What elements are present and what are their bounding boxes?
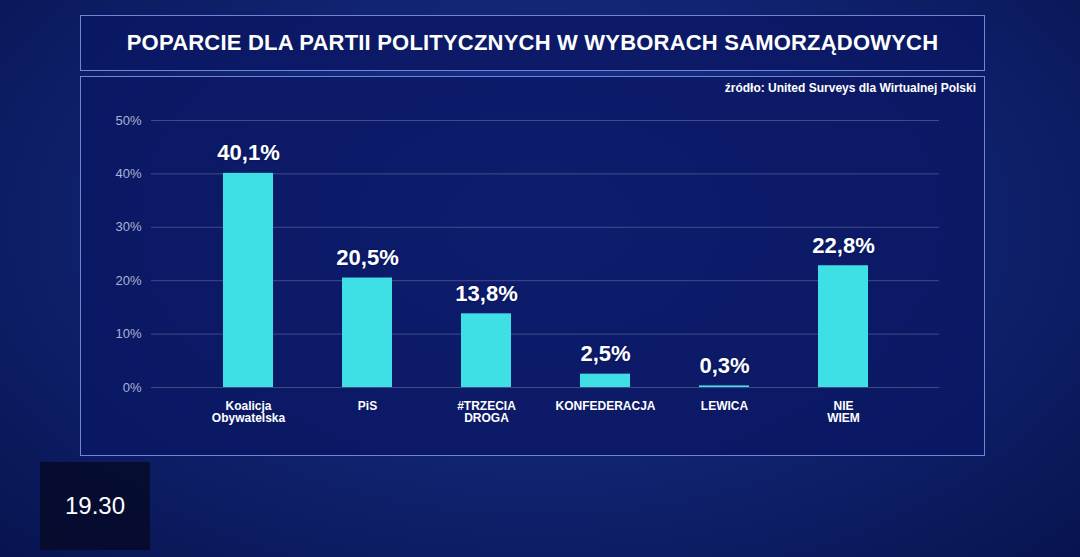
svg-text:20%: 20% <box>115 273 141 288</box>
svg-text:22,8%: 22,8% <box>812 233 874 258</box>
svg-text:NIEWIEM: NIEWIEM <box>827 399 860 425</box>
svg-text:#TRZECIADROGA: #TRZECIADROGA <box>457 399 516 425</box>
svg-text:40%: 40% <box>115 166 141 181</box>
svg-text:0%: 0% <box>123 380 142 395</box>
svg-text:10%: 10% <box>115 326 141 341</box>
svg-text:KoalicjaObywatelska: KoalicjaObywatelska <box>212 399 286 425</box>
svg-text:13,8%: 13,8% <box>455 281 517 306</box>
svg-text:50%: 50% <box>115 113 141 128</box>
html-text:POPARCIE DLA PARTII POLITYCZNY: POPARCIE DLA PARTII POLITYCZNYCH W WYBOR… <box>126 30 939 55</box>
svg-text:KONFEDERACJA: KONFEDERACJA <box>555 399 655 413</box>
svg-text:40,1%: 40,1% <box>217 140 279 165</box>
html-text:źródło: United Surveys dla Wir: źródło: United Surveys dla Wirtualnej Po… <box>724 81 976 95</box>
svg-text:LEWICA: LEWICA <box>701 399 749 413</box>
html-text:19.30: 19.30 <box>65 492 125 519</box>
svg-text:30%: 30% <box>115 219 141 234</box>
svg-text:PiS: PiS <box>358 399 377 413</box>
svg-text:20,5%: 20,5% <box>336 245 398 270</box>
svg-text:0,3%: 0,3% <box>699 353 749 378</box>
svg-text:2,5%: 2,5% <box>580 341 630 366</box>
